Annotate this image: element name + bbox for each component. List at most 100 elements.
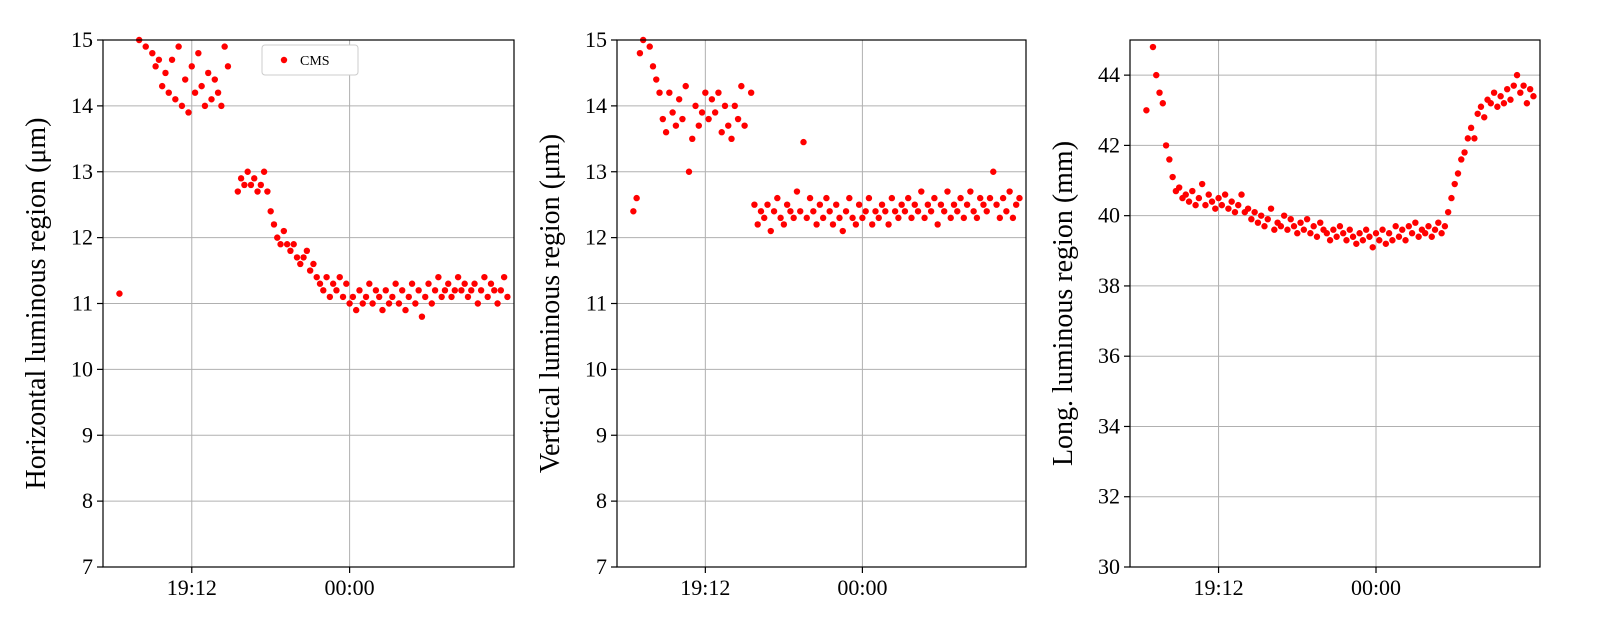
data-point [761,214,768,222]
data-point [326,293,334,301]
data-point [790,214,797,222]
data-point [290,241,297,248]
data-point [224,63,232,70]
y-tick-label: 10 [71,356,93,381]
data-point [685,168,693,175]
data-point [1287,215,1294,223]
data-point [504,293,511,301]
data-point [149,49,156,57]
data-point [803,214,810,222]
data-point [993,201,1000,208]
data-point [392,280,399,287]
data-point [458,287,465,294]
data-point [1313,233,1321,240]
data-point [323,273,330,281]
data-point [1192,201,1199,209]
data-point [471,280,478,287]
data-point [412,300,419,307]
data-point [1208,198,1216,205]
data-point [659,115,667,123]
data-point [306,267,314,274]
data-point [402,306,409,314]
data-point [734,115,742,123]
data-point [283,241,291,248]
data-point [1009,214,1017,222]
data-point [1290,223,1298,230]
data-point [689,135,696,143]
data-point [464,293,472,301]
data-point [911,201,918,208]
data-point [1218,201,1226,209]
panel-2: 7 8 9 10 11 12 13 14 15 19:12 00:00 Vertical lumino… [535,27,1027,600]
data-point [313,273,320,281]
data-point [957,194,964,202]
data-point [1399,226,1406,233]
data-point [1248,215,1255,223]
data-point [646,43,653,50]
data-point [855,201,863,208]
data-point [1267,205,1275,212]
data-point [487,280,495,287]
data-point [633,194,640,202]
data-point [168,56,176,63]
data-point [158,82,166,90]
data-point [438,293,445,301]
data-point [869,221,876,228]
data-point [369,300,376,307]
data-point [1471,135,1478,142]
data-point [990,168,997,175]
data-point [1143,107,1150,114]
data-point [783,201,791,208]
data-point [1300,226,1308,233]
data-point [221,43,228,50]
data-point [1153,71,1160,79]
data-point [1504,85,1511,93]
data-point [976,194,984,202]
data-point [1235,201,1242,209]
data-point [297,260,304,268]
data-point [1176,184,1183,191]
data-point [274,234,281,241]
data-point [833,201,840,208]
data-point [1205,191,1212,198]
data-point [195,49,202,57]
data-point [695,122,702,129]
data-point [963,201,971,208]
data-point [1353,240,1360,247]
data-point [477,287,485,294]
data-point [1467,124,1475,132]
data-point [1225,205,1232,212]
y-tick-label: 7 [82,554,93,579]
data-point [1349,233,1357,240]
y-axis-label: Long. luminous region (mm) [1048,141,1079,466]
data-point [882,208,889,215]
y-tick-label: 32 [1098,484,1120,509]
y-tick-label: 10 [585,356,607,381]
data-point [1389,237,1396,244]
data-point [891,208,899,215]
data-point [418,313,426,320]
data-point [1435,219,1442,226]
data-point [382,287,389,294]
data-point [395,300,403,307]
data-point [1362,226,1370,233]
data-point [924,201,932,208]
data-point [277,241,284,248]
data-point [715,89,722,96]
data-point [1428,233,1435,240]
data-point [1415,233,1422,240]
data-point [898,201,905,208]
data-point [329,280,337,287]
y-axis-label: Vertical luminous region (μm) [535,134,566,473]
data-point [162,69,169,77]
data-point [849,214,856,222]
data-point [241,181,248,189]
data-point [780,221,788,228]
x-tick-label: 00:00 [837,575,887,600]
data-point [937,201,945,208]
data-point [816,201,824,208]
data-point [718,129,725,136]
data-point [914,208,922,215]
data-point [1526,85,1534,93]
data-point [764,201,771,208]
